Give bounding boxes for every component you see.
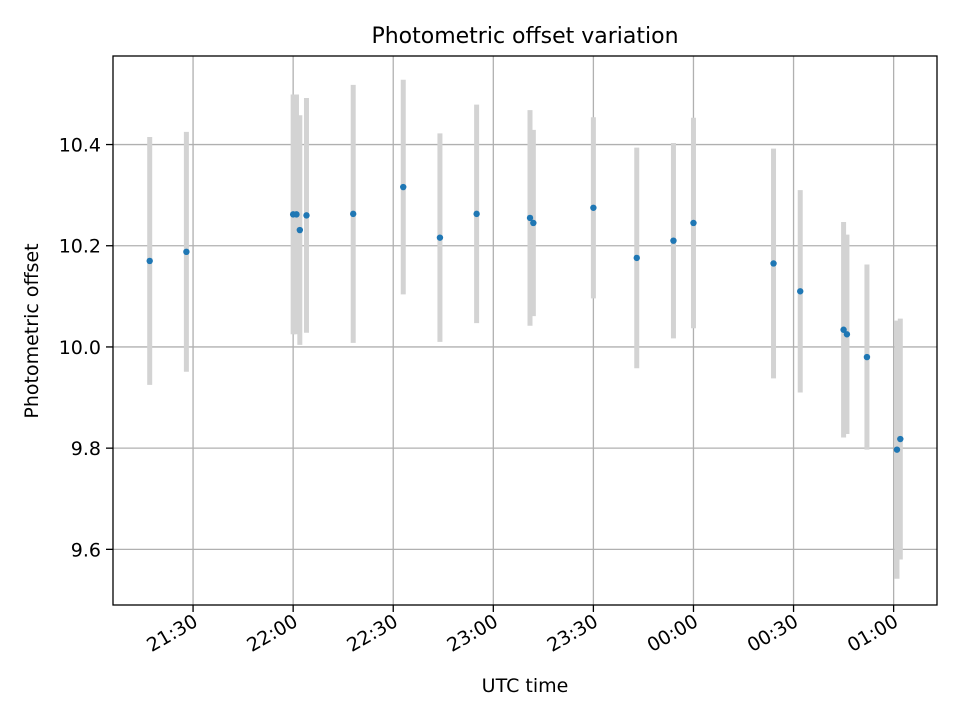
data-point bbox=[526, 214, 534, 222]
data-point bbox=[400, 183, 407, 191]
data-point bbox=[770, 260, 777, 267]
x-tick-label: 23:00 bbox=[443, 610, 501, 656]
chart-title: Photometric offset variation bbox=[371, 24, 678, 49]
data-point bbox=[293, 211, 300, 218]
grid-layer bbox=[113, 56, 937, 605]
x-tick-label: 22:30 bbox=[343, 610, 401, 656]
data-point bbox=[349, 210, 357, 218]
x-tick-label: 00:30 bbox=[744, 610, 802, 656]
plot-frame bbox=[112, 55, 938, 606]
data-point bbox=[633, 254, 640, 262]
point-layer bbox=[146, 183, 904, 453]
x-axis-label: UTC time bbox=[482, 675, 569, 697]
data-point bbox=[840, 326, 847, 333]
data-point bbox=[670, 237, 677, 244]
data-point bbox=[146, 257, 153, 265]
data-point bbox=[843, 331, 851, 338]
data-point bbox=[797, 288, 804, 295]
data-point bbox=[296, 226, 304, 234]
x-tick-label: 00:00 bbox=[644, 610, 702, 656]
y-tick-label: 9.6 bbox=[71, 539, 101, 561]
data-point bbox=[436, 234, 444, 241]
data-point bbox=[863, 353, 871, 361]
x-tick-label: 21:30 bbox=[143, 610, 201, 656]
data-point bbox=[690, 219, 697, 227]
y-tick-label: 10.2 bbox=[59, 236, 101, 258]
data-point bbox=[530, 219, 537, 227]
y-tick-label: 9.8 bbox=[71, 438, 101, 460]
x-tick-label: 22:00 bbox=[243, 610, 301, 656]
data-point bbox=[590, 204, 597, 211]
x-tick-label: 23:30 bbox=[543, 610, 601, 656]
data-point bbox=[473, 210, 480, 218]
y-tick-label: 10.4 bbox=[59, 135, 101, 157]
data-point bbox=[303, 212, 310, 219]
errorbar-layer bbox=[147, 79, 903, 579]
data-point bbox=[893, 446, 901, 453]
data-point bbox=[897, 435, 904, 443]
y-axis-label: Photometric offset bbox=[21, 243, 43, 418]
y-tick-label: 10.0 bbox=[59, 337, 101, 359]
x-tick-label: 01:00 bbox=[844, 610, 902, 656]
data-point bbox=[183, 248, 190, 256]
